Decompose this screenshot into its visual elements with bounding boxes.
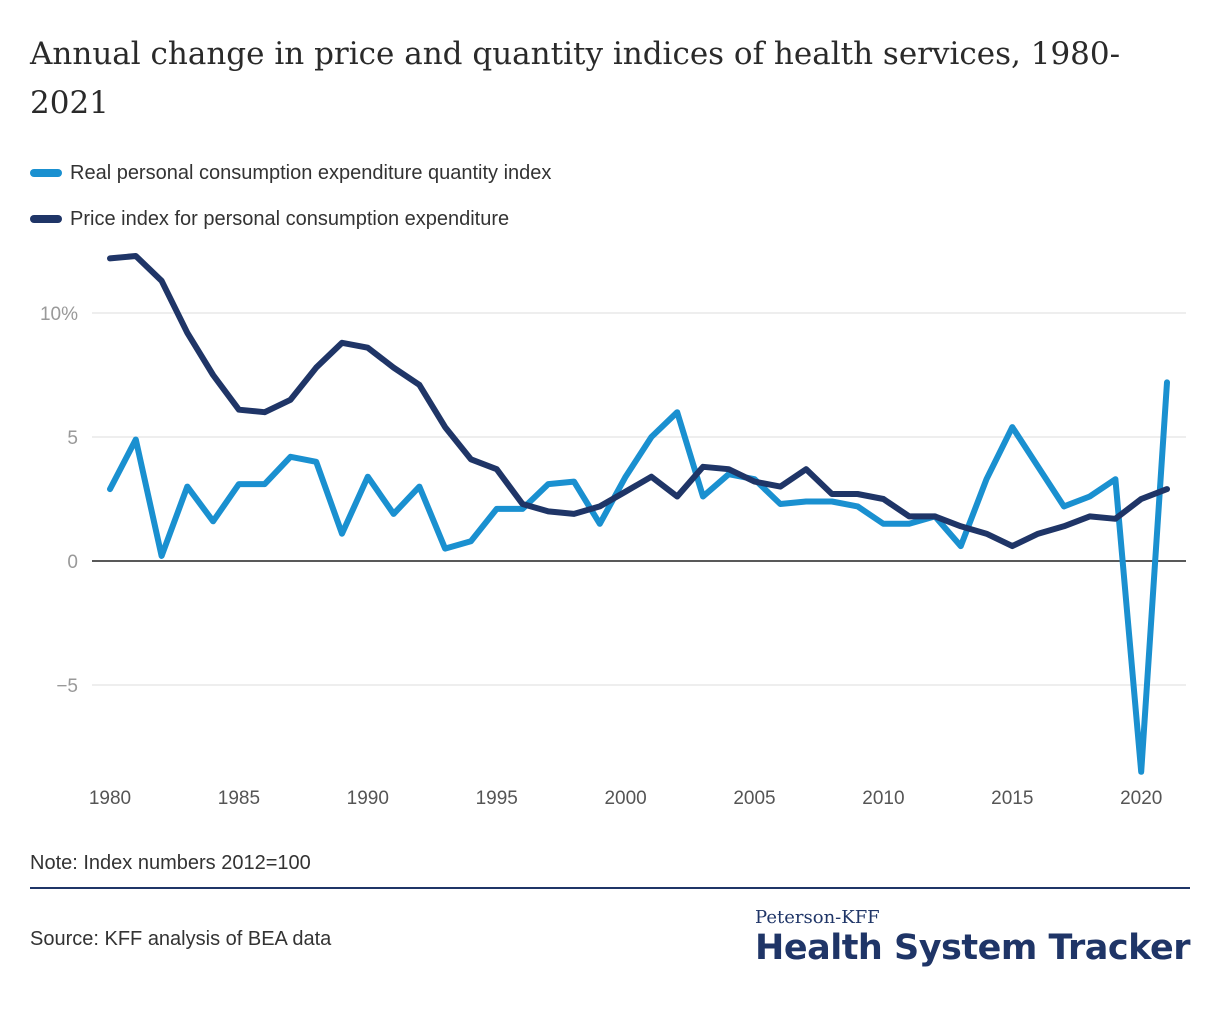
x-tick-label: 2005 bbox=[733, 788, 775, 809]
footer-divider bbox=[30, 887, 1190, 889]
chart-source: Source: KFF analysis of BEA data bbox=[30, 928, 332, 950]
legend-label-price: Price index for personal consumption exp… bbox=[70, 207, 510, 230]
brand-main-text: Health System Tracker bbox=[755, 928, 1190, 968]
brand-top-text: Peterson-KFF bbox=[755, 907, 880, 928]
y-tick-label: 0 bbox=[67, 552, 78, 573]
x-tick-label: 2000 bbox=[604, 788, 646, 809]
series-line-quantity bbox=[107, 379, 1170, 775]
x-tick-label: 1985 bbox=[218, 788, 260, 809]
legend-swatch-price bbox=[30, 215, 62, 223]
chart-title: Annual change in price and quantity indi… bbox=[30, 36, 1121, 121]
y-tick-label: −5 bbox=[56, 676, 78, 697]
series-line-price bbox=[107, 253, 1170, 550]
x-tick-label: 2015 bbox=[991, 788, 1033, 809]
x-tick-label: 2020 bbox=[1120, 788, 1162, 809]
y-axis: 10% 5 0 −5 bbox=[40, 304, 78, 697]
legend-item-quantity: Real personal consumption expenditure qu… bbox=[30, 150, 551, 196]
x-tick-label: 1995 bbox=[476, 788, 518, 809]
x-axis: 1980 1985 1990 1995 2000 2005 2010 2015 2020 bbox=[89, 788, 1163, 809]
grid-lines bbox=[92, 312, 1186, 686]
x-tick-label: 2010 bbox=[862, 788, 904, 809]
x-tick-label: 1980 bbox=[89, 788, 131, 809]
legend-item-price: Price index for personal consumption exp… bbox=[30, 196, 551, 242]
line-chart: 10% 5 0 −5 1980 1985 1990 1995 2000 2005 2010 2015… bbox=[40, 253, 1186, 809]
chart-note: Note: Index numbers 2012=100 bbox=[30, 852, 311, 874]
series-lines bbox=[107, 253, 1170, 775]
legend-swatch-quantity bbox=[30, 169, 62, 177]
brand-logo: Peterson-KFF Health System Tracker bbox=[755, 907, 1190, 968]
x-tick-label: 1990 bbox=[347, 788, 389, 809]
legend: Real personal consumption expenditure qu… bbox=[30, 150, 551, 242]
legend-label-quantity: Real personal consumption expenditure qu… bbox=[70, 161, 552, 184]
y-tick-label: 10% bbox=[40, 304, 78, 325]
y-tick-label: 5 bbox=[67, 428, 78, 449]
